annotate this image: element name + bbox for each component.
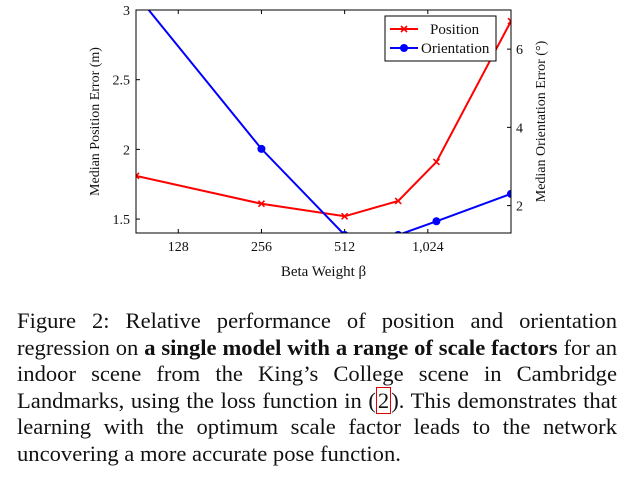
left-y-tick-label: 3	[123, 4, 130, 19]
caption-text-1: Figure 2: Relative performance of positi…	[17, 308, 617, 360]
left-y-tick-label: 2	[123, 143, 130, 158]
series-line-position	[136, 20, 511, 218]
legend-position-marker	[400, 25, 408, 33]
data-point-orientation	[432, 217, 441, 226]
axes-frame	[135, 9, 512, 234]
x-tick-label: 512	[334, 240, 355, 255]
x-tick-label: 256	[251, 240, 272, 255]
data-point-position	[394, 197, 402, 205]
x-axis-label: Beta Weight β	[281, 264, 366, 280]
x-tick-label: 128	[168, 240, 189, 255]
data-point-position	[136, 172, 140, 180]
left-y-axis-label: Median Position Error (m)	[88, 47, 103, 196]
data-point-orientation	[341, 230, 349, 233]
series-line-orientation	[147, 10, 511, 233]
right-y-tick-label: 4	[516, 121, 523, 136]
caption-text-2: for an indoor scene from the King’s Coll…	[17, 334, 617, 413]
data-point-orientation	[394, 230, 402, 233]
right-y-tick-label: 6	[516, 43, 523, 58]
legend-box	[384, 15, 497, 62]
data-point-position	[257, 200, 266, 208]
right-y-axis-label: Median Orientation Error (°)	[534, 40, 549, 202]
data-point-position	[341, 212, 349, 220]
plot-series	[136, 10, 511, 233]
legend-orientation-marker	[400, 44, 408, 52]
legend: Position Orientation	[384, 15, 497, 62]
figure-caption: Figure 2: Relative performance of positi…	[17, 308, 617, 468]
caption-bold-text: a single model with a range of scale fac…	[144, 334, 558, 360]
right-y-tick-label: 2	[516, 200, 523, 215]
data-point-position	[432, 158, 440, 166]
data-point-orientation	[257, 144, 266, 153]
left-y-tick-label: 2.5	[113, 74, 131, 89]
axis-labels: 128 256 512 1,024 1.5 2 2.5 3 2 4 6 Beta Weight β Me…	[88, 4, 549, 280]
legend-orientation-label: Orientation	[421, 41, 490, 57]
x-tick-label: 1,024	[412, 240, 444, 255]
figure-chart: 128 256 512 1,024 1.5 2 2.5 3 2 4 6 Beta Weight β Me…	[88, 4, 549, 280]
equation-reference-link[interactable]: 2	[375, 386, 392, 414]
data-point-position	[507, 17, 511, 25]
caption-text-3: ). This demonstrates that learning with …	[17, 387, 617, 466]
data-point-orientation	[507, 189, 511, 198]
legend-position-label: Position	[430, 22, 480, 38]
left-y-tick-label: 1.5	[113, 213, 131, 228]
